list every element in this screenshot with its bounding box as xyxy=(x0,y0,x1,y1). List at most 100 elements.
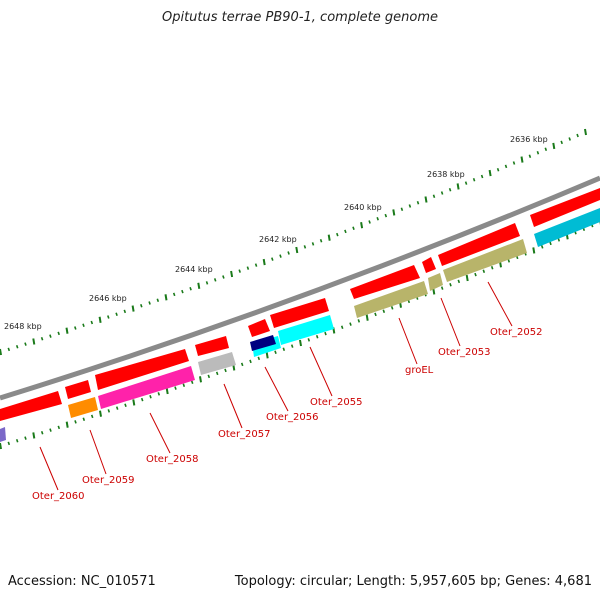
tick-mark xyxy=(15,345,19,349)
tick-mark xyxy=(324,331,327,336)
tick-mark xyxy=(0,442,2,450)
tick-mark xyxy=(568,137,571,141)
tick-mark xyxy=(440,191,444,195)
label-leaders xyxy=(39,281,513,491)
gene-label-oter-2056: Oter_2056 xyxy=(266,412,319,423)
tick-mark xyxy=(344,229,347,234)
gene-label-oter-2060: Oter_2060 xyxy=(32,491,85,502)
reverse-strand-features xyxy=(0,208,600,442)
tick-mark xyxy=(490,266,494,270)
cds-feature xyxy=(248,319,270,337)
gene-label-groel: groEL xyxy=(405,365,434,376)
tick-mark xyxy=(416,201,420,205)
tick-mark xyxy=(552,142,556,150)
tick-mark xyxy=(544,147,548,152)
tick-mark xyxy=(271,257,274,261)
tick-mark xyxy=(457,279,461,284)
tick-mark xyxy=(15,439,19,443)
tick-mark xyxy=(164,294,168,301)
tick-mark xyxy=(448,187,452,192)
tick-mark xyxy=(182,383,186,387)
tick-mark xyxy=(40,337,44,341)
tick-mark xyxy=(336,232,339,237)
tick-mark xyxy=(496,168,500,172)
kbp-label-2636: 2636 kbp xyxy=(510,135,548,144)
tick-mark xyxy=(131,305,135,312)
tick-mark xyxy=(440,286,444,290)
tick-mark xyxy=(32,432,36,439)
gene-label-oter-2057: Oter_2057 xyxy=(218,429,271,440)
tick-mark xyxy=(156,298,160,302)
tick-mark xyxy=(449,283,452,287)
cds-feature xyxy=(270,298,329,328)
tick-mark xyxy=(148,301,151,305)
cds-feature-gray xyxy=(198,352,236,375)
tick-mark xyxy=(465,274,469,282)
cds-feature xyxy=(422,257,436,273)
tick-mark xyxy=(360,222,364,229)
tick-mark xyxy=(40,431,44,435)
tick-mark xyxy=(576,133,579,138)
tick-ring-outer xyxy=(0,128,587,356)
tick-mark xyxy=(174,386,177,390)
tick-mark xyxy=(190,380,194,385)
cds-feature xyxy=(530,188,600,227)
cds-feature-cyan xyxy=(278,315,334,345)
gene-label-oter-2053: Oter_2053 xyxy=(438,347,491,358)
tick-mark xyxy=(49,428,52,432)
gene-label-oter-2058: Oter_2058 xyxy=(146,454,199,465)
tick-mark xyxy=(472,178,476,182)
kbp-label-2640: 2640 kbp xyxy=(344,203,382,212)
tick-mark xyxy=(149,395,152,399)
tick-mark xyxy=(368,220,371,224)
tick-mark xyxy=(90,320,94,325)
topology-text: Topology: circular; Length: 5,957,605 bp… xyxy=(234,574,592,589)
cds-feature-orange xyxy=(68,397,98,418)
genome-backbone xyxy=(0,175,600,401)
tick-mark xyxy=(181,289,184,294)
tick-mark xyxy=(157,392,161,396)
gene-label-oter-2055: Oter_2055 xyxy=(310,397,363,408)
tick-mark xyxy=(213,278,217,282)
tick-mark xyxy=(557,238,561,242)
tick-mark xyxy=(172,292,176,297)
cds-feature xyxy=(95,349,189,390)
tick-mark xyxy=(165,387,169,395)
tick-mark xyxy=(107,409,111,413)
cds-feature-navy xyxy=(250,335,276,351)
tick-mark xyxy=(408,204,412,208)
tick-mark xyxy=(49,334,52,338)
tick-mark xyxy=(474,272,477,277)
tick-mark xyxy=(390,306,394,310)
leader-line xyxy=(487,281,513,327)
tick-mark xyxy=(107,315,110,319)
tick-mark xyxy=(482,269,486,273)
tick-mark xyxy=(512,161,516,165)
tick-mark xyxy=(124,403,127,408)
tick-mark xyxy=(24,436,27,440)
tick-mark xyxy=(376,217,379,221)
tick-mark xyxy=(57,425,61,430)
tick-mark xyxy=(74,420,77,424)
tick-mark xyxy=(246,266,250,270)
tick-mark xyxy=(205,281,209,285)
tick-mark xyxy=(65,421,69,428)
tick-mark xyxy=(311,242,315,246)
tick-mark xyxy=(32,338,36,345)
tick-mark xyxy=(456,183,460,190)
tick-mark xyxy=(382,309,386,313)
tick-mark xyxy=(215,371,219,376)
leader-line xyxy=(223,383,243,429)
tick-mark xyxy=(374,312,377,317)
tick-mark xyxy=(274,350,277,355)
tick-mark xyxy=(536,151,540,155)
tick-mark xyxy=(90,414,94,419)
map-title: Opitutus terrae PB90-1, complete genome xyxy=(161,10,439,25)
tick-mark xyxy=(24,342,27,346)
kbp-label-2644: 2644 kbp xyxy=(175,265,213,274)
tick-mark xyxy=(140,304,143,308)
kbp-label-2648: 2648 kbp xyxy=(4,322,42,331)
tick-mark xyxy=(480,174,484,179)
cds-feature-olive xyxy=(428,273,443,291)
